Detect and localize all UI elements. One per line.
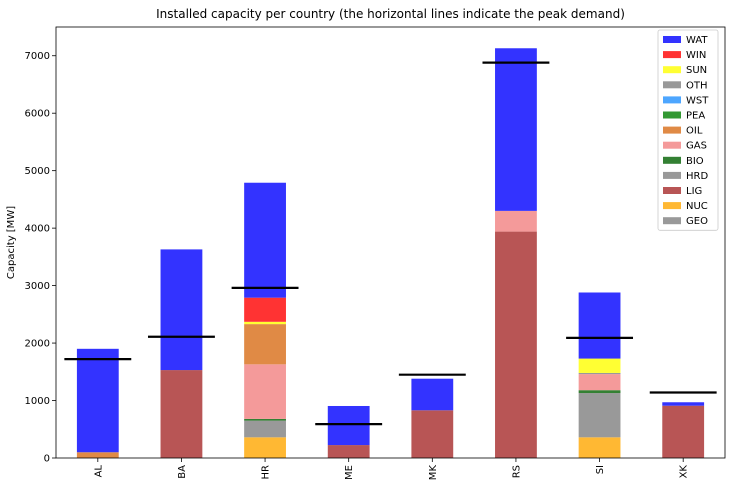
bar-segment-hrd-hr xyxy=(244,420,286,438)
chart-title: Installed capacity per country (the hori… xyxy=(156,7,625,21)
legend-label-bio: BIO xyxy=(686,156,704,167)
x-tick-label: RS xyxy=(511,465,522,478)
bar-segment-lig-mk xyxy=(411,410,454,458)
legend-swatch-wat xyxy=(663,36,681,43)
bar-segment-wat-hr xyxy=(244,182,286,298)
bar-segment-gas-si xyxy=(578,374,621,391)
bar-segment-wat-ba xyxy=(160,249,203,371)
legend-swatch-wst xyxy=(663,96,681,104)
bar-segment-oil-al xyxy=(76,452,119,458)
x-tick-label: HR xyxy=(261,465,272,480)
legend-swatch-pea xyxy=(663,111,681,119)
legend-label-gas: GAS xyxy=(686,141,707,152)
bar-segment-win-hr xyxy=(244,297,286,322)
legend-box xyxy=(657,29,719,231)
x-axis-ticks: AL BA HR ME MK RS SI XK xyxy=(93,458,690,481)
bar-segment-wat-si xyxy=(578,292,621,359)
bar-segment-gas-rs xyxy=(495,210,537,232)
bar-segment-lig-ba xyxy=(160,370,203,458)
legend-swatch-win xyxy=(663,51,681,59)
legend-label-geo: GEO xyxy=(686,216,708,227)
bar-segment-sun-hr xyxy=(244,321,286,325)
legend-label-sun: SUN xyxy=(686,65,707,76)
x-tick-label: ME xyxy=(344,465,355,480)
legend-label-wst: WST xyxy=(686,95,709,106)
x-tick-label: AL xyxy=(93,465,104,478)
y-axis-label: Capacity [MW] xyxy=(6,206,17,279)
bar-segment-wat-al xyxy=(76,348,119,453)
legend-label-pea: PEA xyxy=(686,111,705,122)
legend-swatch-oil xyxy=(663,126,681,134)
legend-swatch-gas xyxy=(663,141,681,149)
legend-label-wat: WAT xyxy=(686,35,708,46)
bar-segment-nuc-si xyxy=(578,437,621,458)
bar-segment-sun-si xyxy=(578,358,621,373)
legend-swatch-nuc xyxy=(663,202,681,210)
bar-segment-oth-si xyxy=(578,372,621,375)
bar-segment-wat-rs xyxy=(495,48,537,211)
legend: WAT WIN SUN OTH WST PEA OIL GAS BIO HRD LIG NUC GEO xyxy=(657,29,719,231)
y-tick-label: 7000 xyxy=(25,51,50,62)
bar-segment-lig-xk xyxy=(662,405,705,458)
legend-swatch-lig xyxy=(663,187,681,194)
bar-segment-wat-xk xyxy=(662,402,705,406)
bars xyxy=(76,48,705,458)
bar-segment-bio-si xyxy=(578,390,621,394)
x-tick-label: XK xyxy=(679,465,690,479)
y-axis-ticks: 0 1000 2000 3000 4000 5000 6000 7000 xyxy=(25,51,56,465)
x-tick-label: MK xyxy=(428,465,439,481)
legend-label-win: WIN xyxy=(686,50,706,61)
legend-label-oil: OIL xyxy=(686,126,703,137)
bar-segment-nuc-hr xyxy=(244,437,286,458)
bar-segment-bio-hr xyxy=(244,418,286,421)
plot-frame xyxy=(55,26,726,459)
legend-swatch-bio xyxy=(663,156,681,164)
y-tick-label: 6000 xyxy=(25,109,50,120)
legend-label-lig: LIG xyxy=(686,186,702,197)
peak-demand-lines xyxy=(64,61,717,426)
legend-label-oth: OTH xyxy=(686,80,708,91)
legend-swatch-geo xyxy=(663,217,681,225)
x-tick-label: BA xyxy=(177,465,188,479)
bar-segment-wat-me xyxy=(327,405,370,446)
legend-swatch-oth xyxy=(663,81,681,89)
y-tick-label: 4000 xyxy=(25,224,50,235)
y-tick-label: 3000 xyxy=(25,281,50,292)
bar-segment-lig-rs xyxy=(495,231,537,458)
y-tick-label: 5000 xyxy=(25,166,50,177)
legend-label-hrd: HRD xyxy=(686,171,708,182)
y-tick-label: 1000 xyxy=(25,396,50,407)
bar-segment-wat-mk xyxy=(411,378,454,411)
legend-swatch-sun xyxy=(663,66,681,74)
y-tick-label: 2000 xyxy=(25,339,50,350)
bar-segment-hrd-si xyxy=(578,393,621,438)
bar-segment-gas-hr xyxy=(244,364,286,419)
legend-swatch-hrd xyxy=(663,171,681,179)
bar-segment-lig-me xyxy=(327,445,370,458)
bar-segment-oil-hr xyxy=(244,324,286,365)
x-tick-label: SI xyxy=(595,465,606,474)
legend-label-nuc: NUC xyxy=(686,201,708,212)
y-tick-label: 0 xyxy=(44,454,50,465)
